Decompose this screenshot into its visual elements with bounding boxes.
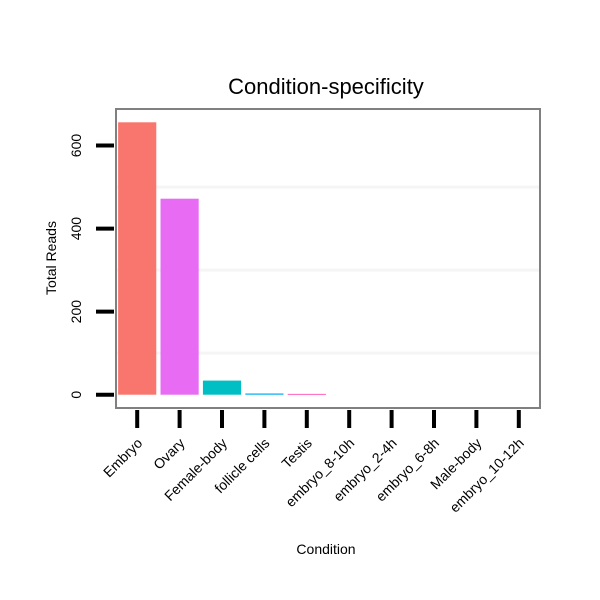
- bar: [160, 198, 199, 395]
- y-tick-label: 0: [68, 391, 84, 399]
- x-axis-title: Condition: [296, 541, 355, 557]
- x-tick-label: Ovary: [150, 435, 188, 473]
- y-axis-title: Total Reads: [43, 221, 59, 295]
- bar: [245, 393, 284, 395]
- x-tick-label: embryo_10-12h: [446, 435, 527, 516]
- chart-title: Condition-specificity: [228, 74, 424, 99]
- bar: [118, 122, 157, 395]
- y-axis: 0 200 400 600: [68, 134, 114, 399]
- x-tick-label: Embryo: [100, 435, 146, 481]
- bar: [202, 380, 242, 395]
- y-tick-label: 400: [68, 217, 84, 241]
- y-tick-label: 600: [68, 134, 84, 158]
- x-tick-label: Testis: [278, 435, 315, 472]
- plot-panel-border: [115, 108, 541, 409]
- bar: [287, 393, 326, 395]
- bars: [118, 122, 326, 395]
- y-tick-label: 200: [68, 300, 84, 324]
